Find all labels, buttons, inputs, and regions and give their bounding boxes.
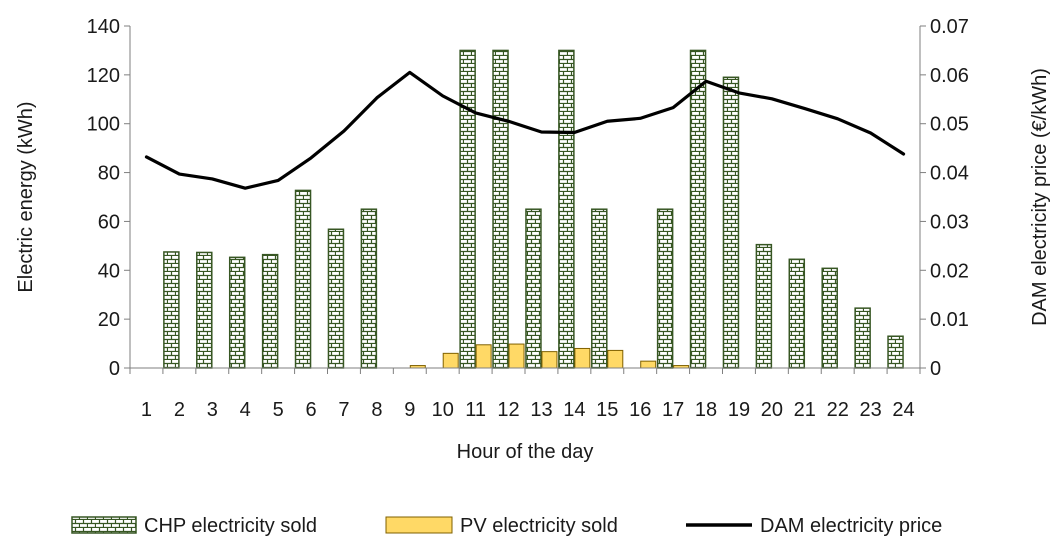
price-line [144,70,906,190]
chp-bar-hour-14 [558,49,575,369]
x-tick-label: 7 [338,399,349,421]
legend: CHP electricity sold PV electricity sold D… [71,515,942,537]
chp-bar-hour-2 [163,251,180,369]
x-tick-label: 6 [305,399,316,421]
x-tick-label: 4 [240,399,251,421]
left-tick-label: 100 [87,114,120,136]
chp-bar-hour-19 [722,76,740,369]
pv-bar-hour-15 [607,349,624,369]
left-tick-label: 0 [109,358,120,380]
left-tick-label: 20 [98,309,120,331]
pv-bar-hour-11 [475,344,492,369]
legend-price-label: DAM electricity price [760,515,942,537]
x-tick-label: 10 [432,399,454,421]
right-tick-label: 0.05 [930,114,969,136]
right-tick-label: 0.02 [930,260,969,282]
x-tick-label: 17 [662,399,684,421]
x-tick-label: 23 [860,399,882,421]
right-tick-label: 0.01 [930,309,969,331]
x-tick-label: 3 [207,399,218,421]
x-tick-label: 24 [892,399,914,421]
pv-bar-hour-12 [508,343,525,369]
pv-bar-hour-13 [541,351,558,369]
chp-bar-hour-4 [228,256,246,369]
chp-bar-hour-20 [755,243,773,369]
chp-bar-hour-12 [492,49,509,369]
x-tick-label: 19 [728,399,750,421]
y-axis-title: Electric energy (kWh) [15,101,37,292]
x-tick-label: 9 [404,399,415,421]
chp-bar-hour-3 [196,251,213,369]
chp-bar-hour-21 [788,258,806,369]
right-tick-label: 0.07 [930,16,969,38]
chp-bar-hour-18 [689,49,707,369]
chp-bar-hour-13 [525,208,542,369]
chp-bar-hour-22 [821,267,838,369]
chp-bar-hour-5 [261,253,279,369]
pv-bar-hour-10 [442,352,459,369]
chp-bar-hour-7 [327,228,345,369]
pv-bar-hour-16 [640,360,657,369]
x-tick-label: 18 [695,399,717,421]
legend-pv-swatch [385,516,453,534]
x-tick-label: 21 [794,399,816,421]
x-tick-label: 20 [761,399,783,421]
x-tick-label: 13 [530,399,552,421]
chp-bar-hour-24 [887,335,904,369]
x-tick-label: 8 [371,399,382,421]
left-tick-label: 60 [98,211,120,233]
x-tick-label: 14 [563,399,585,421]
plot-area [144,49,906,369]
legend-chp-swatch [71,516,137,534]
x-tick-label: 22 [827,399,849,421]
left-tick-label: 140 [87,16,120,38]
left-tick-label: 80 [98,163,120,185]
x-tick-label: 11 [465,399,486,421]
chp-bar-hour-11 [459,49,476,369]
y2-axis-title: DAM electricity price (€/kWh) [1029,68,1051,326]
x-tick-label: 15 [596,399,618,421]
legend-chp-label: CHP electricity sold [144,515,317,537]
left-tick-label: 40 [98,260,120,282]
x-tick-label: 2 [174,399,185,421]
axes: 02040608010012014000.010.020.030.040.050… [15,16,1051,463]
x-tick-label: 5 [273,399,284,421]
right-tick-label: 0.03 [930,211,969,233]
chp-bar-hour-23 [854,307,871,369]
legend-pv-label: PV electricity sold [460,515,618,537]
right-tick-label: 0.06 [930,65,969,87]
chp-bar-hour-6 [294,189,312,369]
right-tick-label: 0.04 [930,163,969,185]
chp-bar-hour-17 [656,208,674,369]
x-axis-title: Hour of the day [457,441,594,463]
x-tick-label: 12 [497,399,519,421]
pv-bar-hour-14 [574,347,591,369]
x-tick-label: 16 [629,399,651,421]
right-tick-label: 0 [930,358,941,380]
chp-bar-hour-15 [591,208,608,369]
chp-bar-hour-8 [360,208,378,369]
x-tick-label: 1 [141,399,152,421]
left-tick-label: 120 [87,65,120,87]
